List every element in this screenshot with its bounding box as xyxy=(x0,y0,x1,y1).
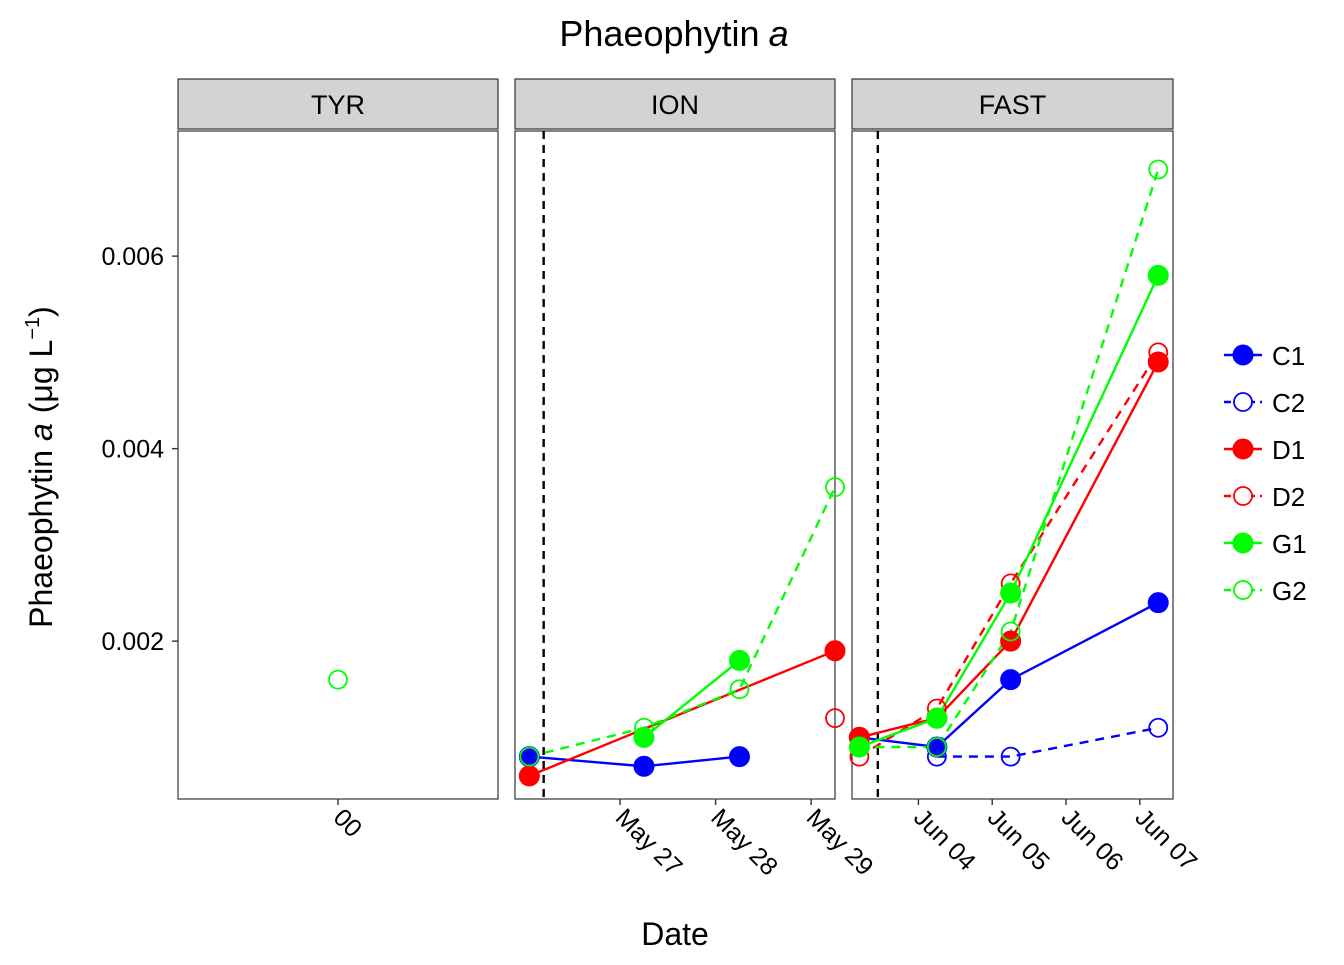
point-d2 xyxy=(1148,342,1169,363)
legend-key-marker xyxy=(1232,438,1254,460)
facet-strip-label: ION xyxy=(651,90,699,120)
legend-label: C1 xyxy=(1272,341,1305,371)
facet-strip xyxy=(851,78,1174,130)
x-tick-label: Jun 05 xyxy=(982,803,1055,876)
series-line-c1 xyxy=(859,601,1159,749)
point-g2 xyxy=(1148,159,1169,180)
facet-strip xyxy=(514,78,836,130)
legend-item-d1: D1 xyxy=(1224,435,1305,465)
y-tick-label: 0.004 xyxy=(101,436,164,464)
series-line-d1 xyxy=(528,649,836,778)
series-line-c2 xyxy=(936,726,1159,758)
point-g1 xyxy=(728,649,750,671)
point-c1 xyxy=(1000,669,1022,691)
point-g2 xyxy=(729,679,750,700)
series-line-g1 xyxy=(643,659,741,739)
facet-strip-label: TYR xyxy=(311,90,365,120)
panel-ion: ION May 27 May 28 May 29 xyxy=(514,78,879,881)
legend-label: G2 xyxy=(1272,576,1307,606)
x-tick-label: May 28 xyxy=(705,803,783,881)
chart-title-main: Phaeophytin xyxy=(559,13,759,54)
point-g2 xyxy=(328,669,348,690)
point-g2 xyxy=(519,746,540,767)
x-tick-label: 00 xyxy=(328,803,367,842)
panel-frame xyxy=(177,130,499,800)
legend-item-c1: C1 xyxy=(1224,341,1305,371)
point-g2 xyxy=(634,717,654,738)
y-axis-title-prefix: Phaeophytin xyxy=(23,441,59,628)
legend-item-g1: G1 xyxy=(1224,529,1307,559)
legend-key-marker xyxy=(1232,532,1254,554)
y-axis-title-superscript: −1 xyxy=(22,317,44,340)
legend-label: G1 xyxy=(1272,529,1307,559)
x-tick-label: Jun 06 xyxy=(1056,803,1129,876)
point-c1 xyxy=(633,755,655,777)
series-line-d1 xyxy=(859,361,1160,739)
legend-label: D1 xyxy=(1272,435,1305,465)
series-line-d2 xyxy=(858,351,1160,758)
point-g1 xyxy=(1147,264,1169,286)
point-g1 xyxy=(926,707,948,729)
point-g2 xyxy=(849,737,870,757)
series-line-g1 xyxy=(858,274,1160,749)
point-c1 xyxy=(728,746,750,768)
y-tick-label: 0.002 xyxy=(101,628,164,656)
facet-strip xyxy=(177,78,499,130)
panel-frame xyxy=(851,130,1174,800)
point-d1 xyxy=(824,640,846,662)
legend-label: D2 xyxy=(1272,482,1305,512)
point-c2 xyxy=(926,746,947,767)
legend-key-marker xyxy=(1233,486,1253,506)
point-g2 xyxy=(1000,621,1021,642)
x-tick-label: May 27 xyxy=(610,803,688,881)
y-axis-title-unit: (μg L xyxy=(23,340,59,414)
legend-key-marker xyxy=(1232,344,1254,366)
point-d2 xyxy=(825,708,845,729)
x-tick-label: Jun 04 xyxy=(908,803,981,876)
point-g1 xyxy=(848,736,870,758)
y-axis-title-close: ) xyxy=(23,306,59,317)
y-tick-label: 0.006 xyxy=(101,243,164,271)
series-line-g2 xyxy=(859,169,1160,749)
point-c1 xyxy=(1147,592,1169,614)
y-axis-title-italic: a xyxy=(23,423,59,441)
y-axis: 0.002 0.004 0.006 xyxy=(101,243,178,656)
x-tick-label: Jun 07 xyxy=(1130,803,1203,876)
legend: C1 C2 D1 D2 G1 G2 xyxy=(1224,341,1307,606)
panel-frame xyxy=(514,130,836,800)
point-g2 xyxy=(926,737,947,757)
panel-fast: FAST Jun 04 Jun 05 Jun 06 Jun 07 xyxy=(848,78,1203,876)
point-c2 xyxy=(1148,717,1169,738)
chart-title-italic: a xyxy=(769,13,789,54)
point-d1 xyxy=(518,765,540,787)
legend-item-d2: D2 xyxy=(1224,482,1305,512)
point-g1 xyxy=(1000,582,1022,604)
legend-label: C2 xyxy=(1272,388,1305,418)
legend-item-g2: G2 xyxy=(1224,576,1307,606)
y-axis-title: Phaeophytin a (μg L−1) xyxy=(22,306,59,628)
x-tick-label: May 29 xyxy=(801,803,879,881)
point-g2 xyxy=(825,477,845,498)
panel-tyr: TYR 00 xyxy=(177,78,499,843)
legend-key-marker xyxy=(1233,580,1253,600)
x-axis-title: Date xyxy=(641,916,709,952)
legend-key-marker xyxy=(1233,392,1253,412)
legend-item-c2: C2 xyxy=(1224,388,1305,418)
chart-title: Phaeophytin a xyxy=(559,13,788,54)
point-c2 xyxy=(1000,746,1021,767)
facet-strip-label: FAST xyxy=(979,90,1047,120)
